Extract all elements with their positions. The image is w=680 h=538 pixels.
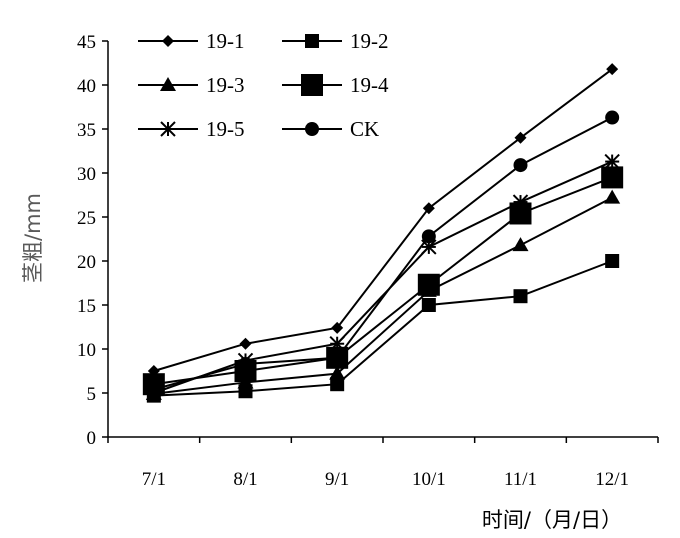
data-point-19-5 — [604, 153, 620, 170]
legend-marker — [305, 34, 319, 48]
legend-label: CK — [350, 117, 379, 141]
y-axis-label: 茎粗/mm — [21, 193, 45, 283]
legend-marker — [160, 121, 176, 137]
data-point-ck — [421, 229, 436, 244]
data-point-ck — [605, 110, 620, 125]
data-point-ck — [330, 350, 345, 365]
legend-marker — [305, 122, 319, 136]
data-point-ck — [146, 382, 161, 397]
series-line-19-3 — [153, 196, 613, 395]
series-line-19-4 — [153, 176, 613, 386]
axes: 0 5 10 15 20 25 30 35 40 45 7/1 8/1 9/1 10/1 11/1 12/1 — [77, 32, 659, 490]
legend-label: 19-3 — [206, 73, 245, 97]
data-point-19-1 — [606, 63, 619, 76]
data-point-19-4 — [417, 273, 440, 296]
data-point-ck — [238, 356, 253, 371]
data-point-19-3 — [604, 189, 621, 204]
legend-entry-ck: CK — [282, 117, 379, 141]
y-tick-label: 20 — [77, 252, 96, 273]
series-lines — [153, 68, 613, 397]
y-tick-label: 25 — [77, 208, 96, 229]
series-line-19-2 — [153, 260, 613, 397]
x-tick-label: 8/1 — [233, 469, 257, 490]
y-tick-label: 0 — [87, 428, 97, 449]
data-point-19-3 — [329, 365, 346, 380]
x-tick-label: 9/1 — [325, 469, 349, 490]
data-point-19-3 — [512, 237, 529, 252]
legend-entry-19-4: 19-4 — [282, 73, 389, 97]
data-point-ck — [513, 158, 528, 173]
x-tick-label: 10/1 — [412, 469, 446, 490]
y-tick-label: 35 — [77, 120, 96, 141]
legend-label: 19-4 — [350, 73, 389, 97]
x-axis-label: 时间/（月/日） — [482, 508, 622, 532]
y-tick-label: 10 — [77, 340, 96, 361]
data-point-19-1 — [422, 202, 435, 215]
legend-marker — [162, 35, 174, 47]
data-point-19-2 — [421, 298, 436, 312]
legend-entry-19-1: 19-1 — [138, 29, 245, 53]
y-tick-label: 30 — [77, 164, 96, 185]
data-point-19-2 — [330, 377, 345, 392]
data-point-19-5 — [512, 194, 529, 210]
legend-label: 19-2 — [350, 29, 389, 53]
legend-entry-19-5: 19-5 — [138, 117, 245, 141]
legend-marker — [301, 74, 323, 96]
series-line-19-1 — [153, 68, 613, 372]
data-point-19-1 — [514, 131, 527, 144]
y-tick-label: 5 — [87, 384, 97, 405]
data-point-19-2 — [605, 254, 620, 268]
data-point-19-2 — [513, 289, 528, 304]
legend-label: 19-5 — [206, 117, 245, 141]
data-point-19-4 — [601, 166, 624, 189]
series-line-19-5 — [153, 160, 613, 394]
y-tick-label: 40 — [77, 76, 96, 97]
x-tick-label: 7/1 — [142, 469, 166, 490]
legend-label: 19-1 — [206, 29, 245, 53]
x-tick-label: 12/1 — [595, 469, 629, 490]
legend-marker — [160, 77, 176, 91]
y-tick-label: 45 — [77, 32, 96, 53]
data-point-19-1 — [331, 321, 344, 334]
legend: 19-1 19-2 19-3 19-4 19-5 CK — [138, 29, 389, 141]
series-line-ck — [153, 116, 613, 391]
legend-entry-19-3: 19-3 — [138, 73, 245, 97]
data-point-19-1 — [239, 337, 252, 350]
series-markers — [142, 63, 624, 403]
data-point-19-5 — [329, 336, 345, 352]
legend-entry-19-2: 19-2 — [282, 29, 389, 53]
x-tick-label: 11/1 — [504, 469, 537, 490]
y-tick-label: 15 — [77, 296, 96, 317]
